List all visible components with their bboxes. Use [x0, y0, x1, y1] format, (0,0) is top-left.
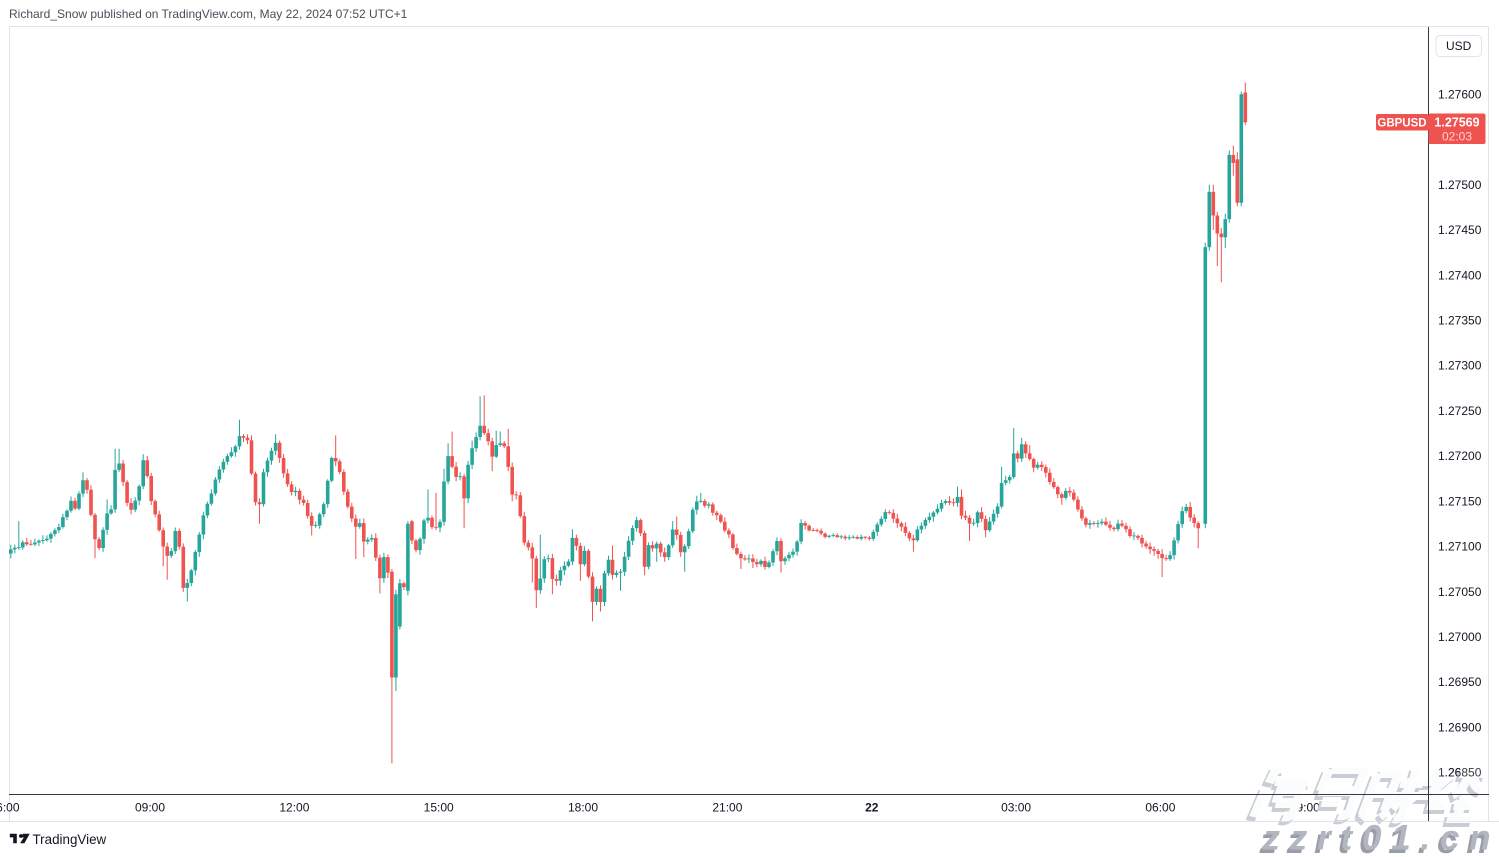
svg-text:1.27150: 1.27150	[1438, 494, 1482, 508]
svg-text:1.27300: 1.27300	[1438, 359, 1482, 373]
svg-text:1.27100: 1.27100	[1438, 540, 1482, 554]
svg-text:1.27250: 1.27250	[1438, 404, 1482, 418]
svg-text:zzrt01.cn: zzrt01.cn	[1262, 819, 1499, 857]
svg-text:06:00: 06:00	[1145, 801, 1175, 815]
svg-text:18:00: 18:00	[568, 801, 598, 815]
svg-text:1.27569: 1.27569	[1434, 115, 1479, 129]
svg-text:1.27050: 1.27050	[1438, 585, 1482, 599]
svg-text:15:00: 15:00	[424, 801, 454, 815]
svg-text:06:00: 06:00	[0, 801, 20, 815]
svg-text:02:03: 02:03	[1442, 129, 1472, 143]
svg-text:1.26900: 1.26900	[1438, 720, 1482, 734]
svg-text:Richard_Snow published on Trad: Richard_Snow published on TradingView.co…	[9, 7, 408, 21]
svg-text:1.27000: 1.27000	[1438, 630, 1482, 644]
svg-text:1.27350: 1.27350	[1438, 314, 1482, 328]
svg-text:1.27200: 1.27200	[1438, 449, 1482, 463]
svg-text:21:00: 21:00	[712, 801, 742, 815]
svg-text:22: 22	[865, 801, 879, 815]
svg-text:TradingView: TradingView	[33, 832, 107, 847]
svg-text:1.27400: 1.27400	[1438, 268, 1482, 282]
svg-text:1.26850: 1.26850	[1438, 766, 1482, 780]
svg-text:12:00: 12:00	[279, 801, 309, 815]
svg-text:1.26950: 1.26950	[1438, 675, 1482, 689]
svg-text:GBPUSD: GBPUSD	[1377, 117, 1426, 129]
svg-text:USD: USD	[1446, 39, 1472, 53]
svg-text:zzrt01.cn: zzrt01.cn	[1259, 822, 1498, 857]
svg-text:03:00: 03:00	[1001, 801, 1031, 815]
svg-text:09:00: 09:00	[135, 801, 165, 815]
svg-text:1.27450: 1.27450	[1438, 223, 1482, 237]
svg-text:1.27600: 1.27600	[1438, 88, 1482, 102]
svg-text:1.27500: 1.27500	[1438, 178, 1482, 192]
